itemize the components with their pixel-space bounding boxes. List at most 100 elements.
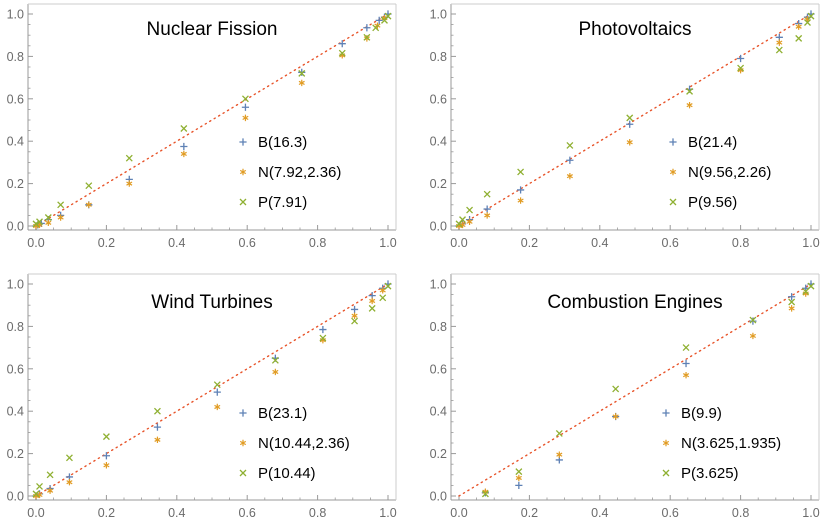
data-point [749, 332, 756, 340]
x-tick-label: 0.6 [662, 236, 679, 250]
data-point [36, 483, 43, 490]
data-point [36, 218, 43, 226]
data-point [682, 371, 690, 379]
data-point [682, 344, 690, 352]
data-point [214, 403, 221, 411]
data-point [213, 381, 221, 389]
x-tick-label: 0.0 [27, 506, 44, 520]
data-point [338, 40, 346, 48]
legend: B(21.4) N(9.56,2.26) P(9.56) [669, 134, 771, 211]
y-tick-label: 0.8 [430, 320, 447, 334]
reference-line [35, 13, 389, 227]
legend-label: B(23.1) [258, 405, 307, 422]
legend-label: N(9.56,2.26) [688, 164, 771, 181]
panel-title: Photovoltaics [578, 19, 691, 40]
x-tick-label: 0.2 [98, 506, 115, 520]
data-point [363, 24, 371, 32]
data-point [566, 172, 573, 180]
y-tick-label: 0.4 [430, 405, 447, 419]
legend-marker [669, 138, 677, 146]
data-point [788, 298, 796, 306]
data-point [612, 413, 619, 420]
data-point [298, 79, 305, 87]
y-tick-label: 0.2 [7, 447, 24, 461]
series-x [32, 12, 392, 228]
data-point [32, 490, 40, 498]
panel-title: Combustion Engines [547, 292, 722, 313]
x-tick-label: 0.8 [309, 506, 326, 520]
data-point [483, 190, 491, 198]
legend-marker [239, 469, 247, 477]
y-tick-label: 0.6 [7, 362, 24, 376]
data-point [481, 490, 489, 498]
data-point [241, 95, 249, 103]
reference-line [35, 283, 389, 497]
data-point [180, 125, 188, 132]
legend-marker [239, 198, 247, 206]
legend-marker [669, 168, 677, 176]
legend-label: P(3.625) [681, 465, 739, 482]
x-tick-label: 0.6 [662, 506, 679, 520]
x-tick-label: 1.0 [379, 236, 396, 250]
data-point [85, 201, 92, 208]
data-point [45, 219, 52, 227]
data-point [379, 294, 387, 302]
panel-4: 0.0 0.2 0.4 0.6 0.8 1.0 0.0 0.2 0.4 0.6 0.8 1.0 Comb… [430, 273, 820, 520]
data-point [363, 33, 371, 41]
series-x [32, 282, 392, 498]
x-tick-label: 1.0 [802, 506, 819, 520]
data-point [776, 39, 783, 46]
series-star [482, 290, 809, 495]
y-tick-label: 0.2 [430, 447, 447, 461]
data-point [737, 64, 745, 72]
x-tick-label: 0.4 [168, 506, 185, 520]
data-point [368, 304, 376, 312]
x-tick-label: 0.2 [98, 236, 115, 250]
legend-marker [239, 168, 247, 176]
y-tick-label: 0.6 [7, 92, 24, 106]
data-point [298, 69, 306, 77]
data-point [566, 141, 574, 149]
x-tick-label: 0.4 [591, 236, 608, 250]
data-point [566, 156, 574, 164]
data-point [213, 388, 221, 396]
data-point [807, 282, 815, 290]
x-tick-label: 0.0 [450, 236, 467, 250]
data-point [515, 468, 523, 476]
legend: B(9.9) N(3.625,1.935) P(3.625) [662, 405, 781, 482]
data-point [102, 452, 110, 460]
legend-label: N(10.44,2.36) [258, 435, 350, 452]
series-x [455, 12, 815, 228]
y-tick-label: 1.0 [430, 8, 447, 22]
data-point [65, 454, 73, 462]
data-point [517, 168, 525, 176]
series-star [32, 15, 388, 230]
data-point [459, 216, 466, 224]
x-tick-label: 0.4 [168, 236, 185, 250]
data-point [350, 305, 359, 314]
x-tick-label: 0.0 [450, 506, 467, 520]
legend-marker [669, 198, 677, 206]
data-point [775, 46, 783, 54]
data-point [57, 201, 65, 209]
data-point [241, 103, 250, 111]
data-point [484, 212, 491, 219]
data-point [103, 462, 110, 469]
data-point [46, 471, 54, 479]
data-point [57, 214, 64, 221]
panel-1: 0.0 0.2 0.4 0.6 0.8 1.0 0.0 0.2 0.4 0.6 0.8 1.0 Nucl… [7, 3, 397, 250]
x-tick-label: 0.2 [521, 236, 538, 250]
legend-marker [662, 469, 670, 477]
legend-label: B(16.3) [258, 134, 307, 151]
data-point [612, 385, 620, 393]
data-point [384, 282, 392, 290]
data-point [749, 317, 757, 325]
data-point [272, 368, 279, 376]
data-point [466, 218, 473, 225]
panel-2: 0.0 0.2 0.4 0.6 0.8 1.0 0.0 0.2 0.4 0.6 0.8 1.0 Phot… [430, 3, 820, 250]
data-point [32, 220, 40, 228]
data-point [154, 436, 161, 444]
data-point [555, 430, 563, 437]
legend-label: B(9.9) [681, 405, 722, 422]
